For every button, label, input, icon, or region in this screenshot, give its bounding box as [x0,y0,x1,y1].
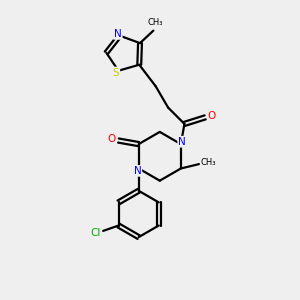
Text: N: N [114,29,122,39]
Text: O: O [108,134,116,144]
Text: CH₃: CH₃ [200,158,216,167]
Text: N: N [134,166,141,176]
Text: CH₃: CH₃ [147,18,163,27]
Text: O: O [208,111,216,121]
Text: N: N [178,137,186,147]
Text: Cl: Cl [90,228,100,238]
Text: S: S [113,68,119,77]
